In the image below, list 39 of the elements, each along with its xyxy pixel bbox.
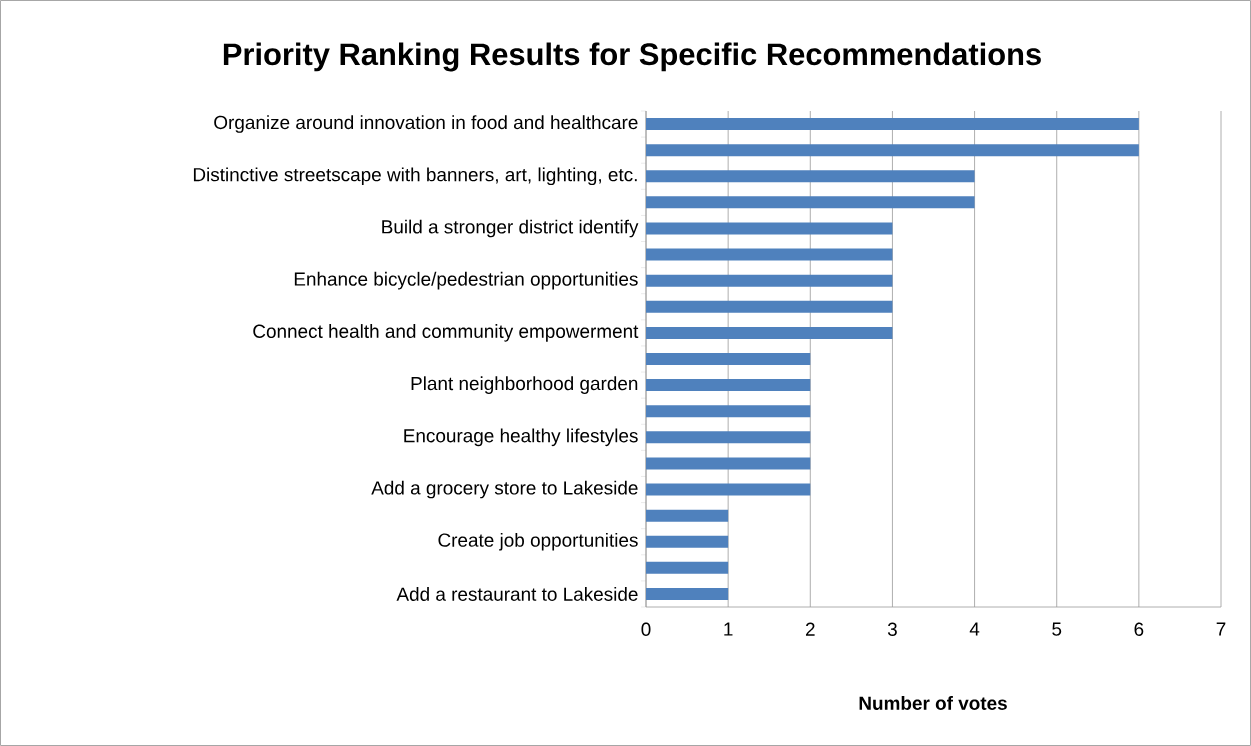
bar [646, 405, 811, 418]
bar [646, 222, 893, 235]
y-tick-label: Enhance bicycle/pedestrian opportunities [294, 271, 638, 290]
y-tick-label: Organize around innovation in food and healthcare [214, 115, 638, 133]
x-tick-label: 6 [1134, 622, 1144, 636]
bar [646, 144, 1139, 157]
y-tick-label: Encourage healthy lifestyles [404, 428, 638, 447]
bar [646, 587, 729, 600]
y-tick-label: Build a stronger district identify [382, 219, 639, 238]
bar [646, 509, 729, 522]
y-tick-label: Create job opportunities [438, 532, 638, 551]
chart-title: Priority Ranking Results for Specific Recommendations [223, 42, 1041, 72]
x-tick-label: 0 [641, 622, 651, 636]
y-tick-label: Connect health and community empowerment [253, 324, 639, 342]
x-tick-label: 4 [969, 622, 980, 636]
y-tick-label: Distinctive streetscape with banners, art, lighting, etc. [193, 167, 637, 186]
bar [646, 118, 1139, 131]
bar [646, 300, 893, 313]
x-tick-label: 1 [724, 622, 733, 636]
x-tick-label: 7 [1216, 622, 1226, 636]
bar [646, 431, 811, 444]
bar [646, 248, 893, 261]
y-tick-label: Add a restaurant to Lakeside [396, 587, 638, 601]
y-tick-label: Add a grocery store to Lakeside [371, 480, 638, 499]
bar [646, 274, 893, 287]
bar [646, 196, 975, 209]
x-tick-label: 3 [887, 622, 897, 636]
bar [646, 457, 811, 470]
bar [646, 326, 893, 339]
bar [646, 483, 811, 496]
bar [646, 561, 729, 574]
x-tick-label: 2 [805, 622, 815, 636]
bar [646, 353, 811, 365]
x-axis-title: Number of votes [859, 696, 1007, 710]
y-tick-label: Plant neighborhood garden [411, 376, 638, 394]
bar [646, 535, 729, 548]
bar [646, 379, 811, 392]
bar [646, 170, 975, 183]
x-tick-label: 5 [1052, 622, 1062, 636]
